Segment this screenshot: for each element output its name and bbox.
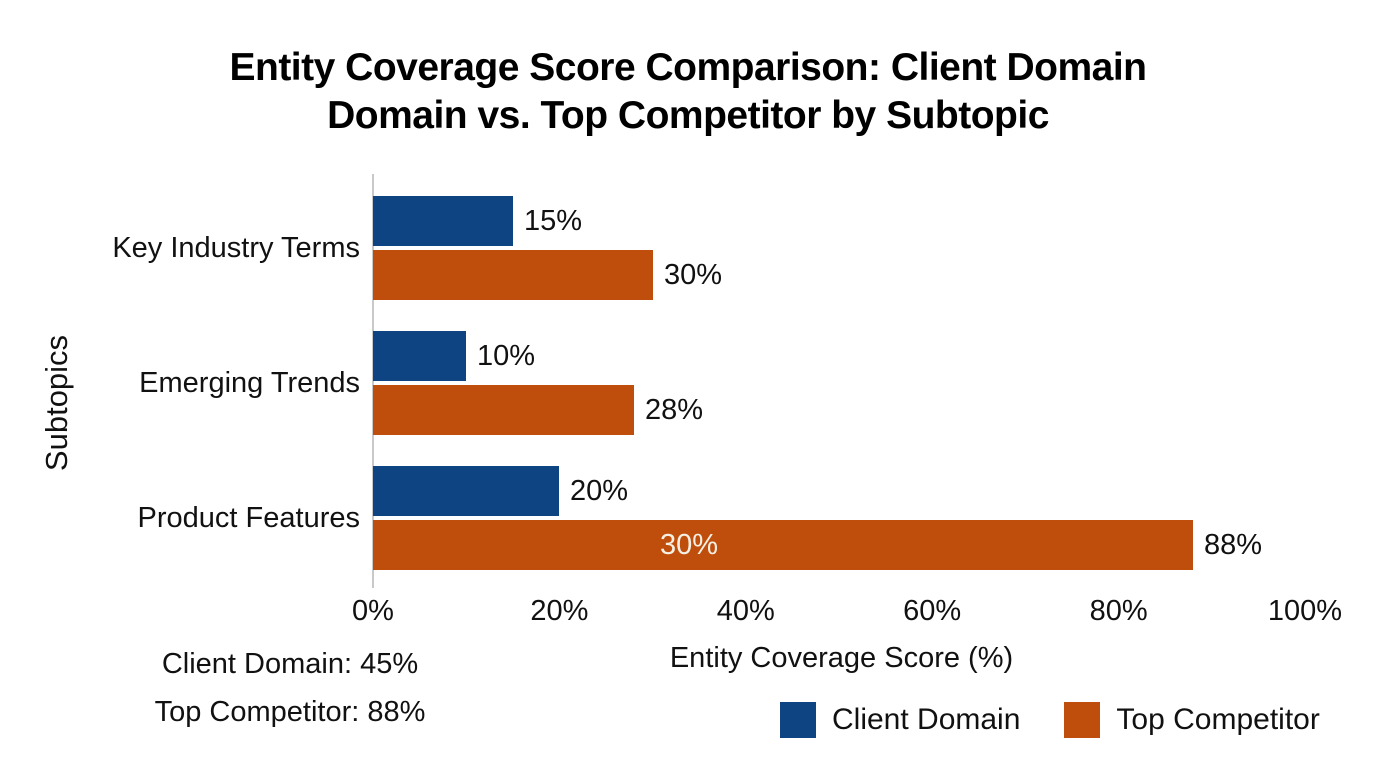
legend-label: Client Domain [832,703,1021,736]
legend-swatch [1064,702,1101,738]
bar-top-competitor [373,385,634,435]
category-label: Emerging Trends [139,367,360,399]
legend-label: Top Competitor [1116,703,1320,736]
bar-value-label: 30% [664,259,723,291]
legend-swatch [780,702,816,738]
score-annotations: Client Domain: 45% Top Competitor: 88% [95,640,485,736]
chart-title-line-1: Entity Coverage Score Comparison: Client… [229,46,1147,89]
x-tick-label: 60% [903,595,962,627]
x-tick-label: 100% [1267,595,1343,627]
bar-top-competitor: 30% [373,520,1193,570]
bar-value-label: 10% [477,340,536,372]
bar-value-label: 28% [645,394,704,426]
bar-top-competitor [373,250,653,300]
top-competitor-score-note: Top Competitor: 88% [154,696,426,728]
y-axis-line [372,174,374,588]
bar-inside-label: 30% [660,529,719,561]
bar-client-domain [373,196,513,246]
x-tick-label: 0% [352,595,394,627]
x-tick-label: 20% [530,595,589,627]
legend: Client Domain Top Competitor [780,700,1320,740]
bar-value-label: 20% [570,475,629,507]
x-tick-label: 40% [716,595,775,627]
bar-client-domain [373,466,559,516]
chart-title-line-2: Domain vs. Top Competitor by Subtopic [327,94,1049,137]
bar-client-domain [373,331,466,381]
x-axis-title: Entity Coverage Score (%) [669,642,1014,674]
category-label: Key Industry Terms [112,232,360,264]
chart-title: Entity Coverage Score Comparison: Client… [0,44,1376,140]
category-label: Product Features [137,502,360,534]
x-tick-label: 80% [1089,595,1148,627]
client-domain-score-note: Client Domain: 45% [161,648,419,680]
bar-value-label: 15% [524,205,583,237]
bar-value-label: 88% [1204,529,1263,561]
